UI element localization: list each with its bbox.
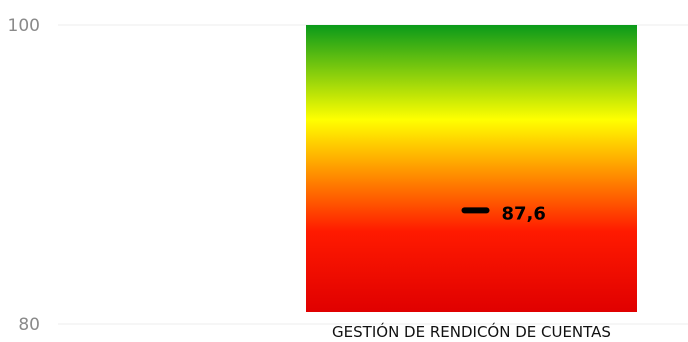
y-tick-label: 100 (8, 16, 40, 36)
x-tick-label: GESTIÓN DE RENDICÓN DE CUENTAS (332, 322, 611, 338)
target-markers: 87,6 (461, 203, 546, 224)
y-axis: 80 100 (8, 16, 40, 335)
y-tick-label: 80 (18, 315, 40, 335)
bars (306, 25, 637, 312)
x-axis: GESTIÓN DE RENDICÓN DE CUENTAS (332, 322, 611, 341)
bar (306, 25, 637, 312)
marker-label: 87,6 (502, 203, 546, 224)
